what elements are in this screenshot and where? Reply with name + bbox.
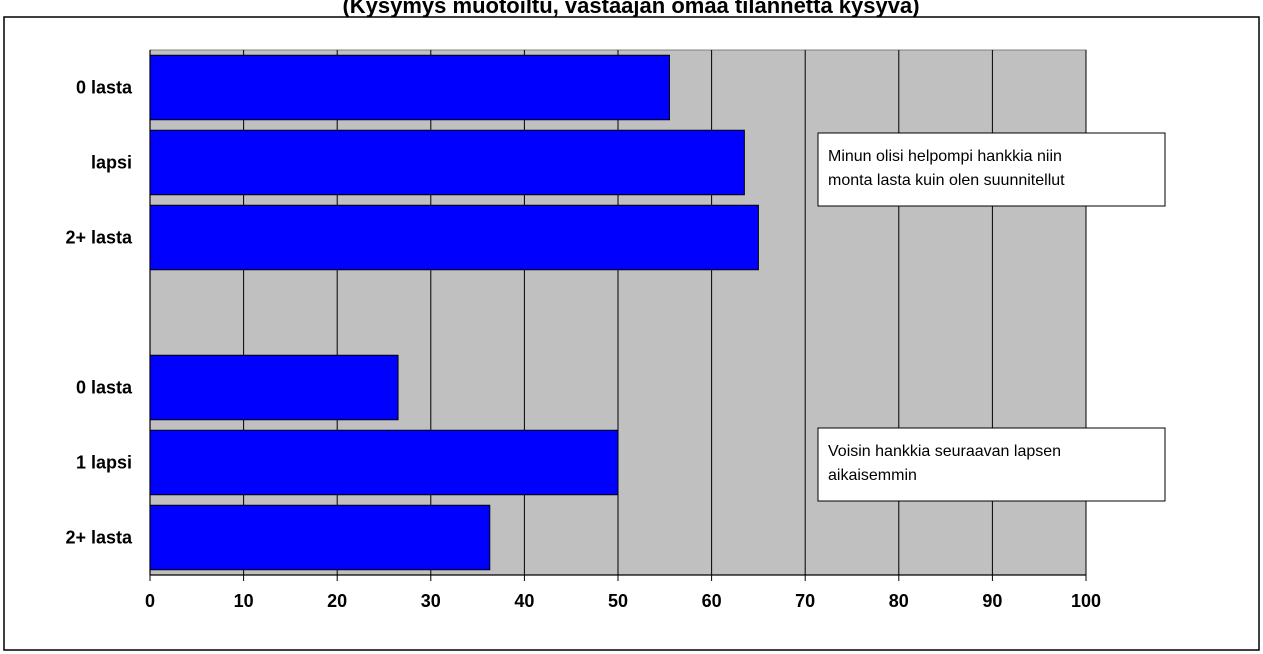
x-tick-label: 90 xyxy=(982,591,1002,611)
x-tick-label: 100 xyxy=(1071,591,1101,611)
annotations: Minun olisi helpompi hankkia niin monta l… xyxy=(817,132,1166,502)
annotation-box xyxy=(817,427,1166,502)
x-tick-label: 60 xyxy=(702,591,722,611)
x-axis: 0 10 20 30 40 50 60 70 80 90 100 xyxy=(145,50,1101,611)
category-labels: 0 lasta lapsi 2+ lasta 0 lasta 1 lapsi 2+ las… xyxy=(65,78,133,548)
annotation-box xyxy=(817,132,1166,207)
category-label: 1 lapsi xyxy=(76,453,132,473)
x-tick-label: 0 xyxy=(145,591,155,611)
x-tick-label: 80 xyxy=(889,591,909,611)
bar xyxy=(149,54,670,121)
bar xyxy=(149,129,745,196)
category-label: 2+ lasta xyxy=(65,528,133,548)
annotation-text: Voisin hankkia seuraavan lapsen xyxy=(828,443,1061,460)
category-label: 0 lasta xyxy=(76,78,133,98)
category-label: 0 lasta xyxy=(76,378,133,398)
x-tick-label: 50 xyxy=(608,591,628,611)
annotation-text: aikaisemmin xyxy=(828,467,917,484)
category-label: lapsi xyxy=(91,153,132,173)
bars xyxy=(149,54,759,571)
bar xyxy=(149,354,399,421)
x-tick-label: 20 xyxy=(327,591,347,611)
x-tick-label: 10 xyxy=(234,591,254,611)
bar xyxy=(149,504,491,571)
annotation-text: monta lasta kuin olen suunnitellut xyxy=(828,172,1065,189)
chart-title: (Kysymys muotoiltu, vastaajan omaa tilan… xyxy=(342,0,919,18)
annotation-text: Minun olisi helpompi hankkia niin xyxy=(828,148,1062,165)
category-label: 2+ lasta xyxy=(65,228,133,248)
x-tick-label: 40 xyxy=(514,591,534,611)
x-tick-label: 30 xyxy=(421,591,441,611)
bar xyxy=(149,204,759,271)
bar xyxy=(149,429,619,496)
x-tick-label: 70 xyxy=(795,591,815,611)
